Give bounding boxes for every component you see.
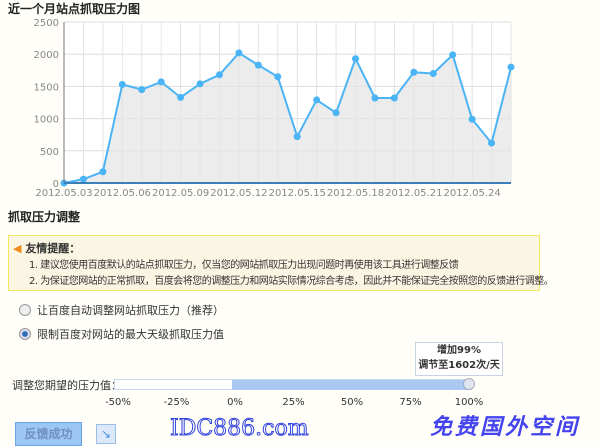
x-tick-label: 2012.05.06 [94,188,151,198]
data-point [177,93,185,101]
x-tick-label: 2012.05.15 [269,188,326,198]
data-point [157,78,165,86]
auto-adjust-label[interactable]: 让百度自动调整网站抓取压力（推荐） [37,304,224,317]
data-point [449,51,457,59]
slider-tick-label: 0% [227,397,243,408]
y-tick-label: 1500 [34,82,59,93]
tooltip-increase: 增加99% [437,345,481,356]
slider-tick-label: 50% [340,397,364,408]
x-tick-label: 2012.05.24 [443,188,500,198]
y-tick-label: 2500 [34,18,59,29]
data-point [313,96,321,104]
data-point [118,80,126,88]
x-tick-label: 2012.05.03 [35,188,92,198]
data-point [79,175,87,183]
data-point [429,70,437,78]
notice-title: 友情提醒： [25,242,81,255]
slider-tick-label: 75% [399,397,422,408]
area-fill [64,52,511,183]
data-point [138,86,146,94]
data-point [235,49,243,57]
x-tick-label: 2012.05.12 [210,188,267,198]
data-point [254,61,262,69]
y-tick-label: 1000 [34,115,59,126]
x-tick-label: 2012.05.09 [152,188,209,198]
data-point [488,139,496,147]
slider-tick-label: -50% [105,397,131,408]
y-tick-label: 500 [40,147,59,158]
speaker-icon: ◀ [13,242,22,255]
data-point [507,63,515,71]
slider-tooltip: 增加99% 调节至1602次/天 [415,342,503,376]
section-title: 抓取压力调整 [8,210,81,224]
crawl-pressure-chart: 0 500 1000 1500 2000 2500 2012.05.03 2012.05.06… [34,18,515,198]
data-point [215,71,223,79]
data-point [293,133,301,141]
watermark-text: IDC886.com [170,416,310,442]
slider-label: 调整您期望的压力值： [12,379,122,392]
auto-adjust-radio[interactable] [19,304,31,316]
slider-handle[interactable] [463,378,475,390]
limit-pressure-radio[interactable] [19,328,31,340]
x-tick-label: 2012.05.21 [385,188,442,198]
data-point [371,94,379,102]
tooltip-adjust-to: 调节至1602次/天 [418,360,500,371]
data-point [468,115,476,123]
data-point [99,168,107,176]
notice-box: ◀ 友情提醒： 1. 建议您使用百度默认的站点抓取压力，仅当您的网站抓取压力出现… [8,235,554,291]
external-link-icon[interactable]: ↘ [96,424,116,444]
data-point [196,80,204,88]
slider-tick-label: -25% [163,397,190,408]
data-point [390,94,398,102]
chart-title: 近一个月站点抓取压力图 [8,2,141,16]
y-tick-label: 0 [53,179,59,190]
submit-button[interactable]: 反馈成功 [15,422,82,446]
limit-pressure-label[interactable]: 限制百度对网站的最大天级抓取压力值 [37,328,224,341]
slider-tick-label: 100% [454,397,484,408]
slider-fill [232,380,468,390]
slider-tick-label: 25% [282,397,305,408]
watermark-text: 免费国外空间 [430,415,581,440]
data-point [410,68,418,76]
data-point [274,73,282,81]
x-tick-label: 2012.05.18 [327,188,384,198]
y-tick-label: 2000 [34,50,59,61]
data-point [352,55,360,63]
notice-line: 2. 为保证您网站的正常抓取，百度会将您的调整压力和网站实际情况综合考虑，因此并… [29,276,554,287]
data-point [332,109,340,117]
notice-line: 1. 建议您使用百度默认的站点抓取压力，仅当您的网站抓取压力出现问题时再使用该工… [29,260,459,271]
